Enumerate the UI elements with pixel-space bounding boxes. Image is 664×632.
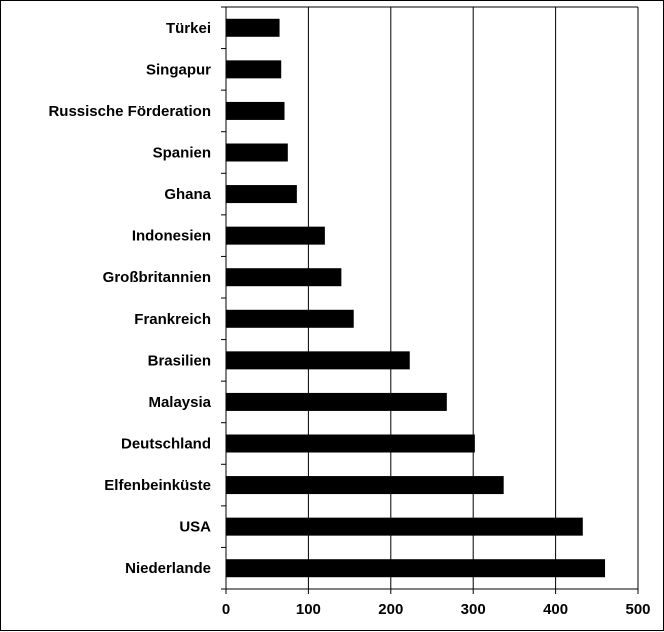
x-tick-label: 200 xyxy=(378,601,403,618)
bar xyxy=(226,392,447,411)
category-label: USA xyxy=(179,519,211,536)
category-label: Großbritannien xyxy=(103,269,211,286)
bar xyxy=(226,226,325,245)
category-label: Russische Förderation xyxy=(48,103,211,120)
category-label: Ghana xyxy=(164,186,211,203)
category-label: Malaysia xyxy=(148,394,211,411)
x-tick-label: 500 xyxy=(625,601,650,618)
category-label: Indonesien xyxy=(132,228,211,245)
bar xyxy=(226,143,288,162)
bar xyxy=(226,476,504,495)
category-label: Singapur xyxy=(146,61,211,78)
bar xyxy=(226,185,297,204)
bar xyxy=(226,559,606,578)
bar xyxy=(226,309,354,328)
bar xyxy=(226,268,342,287)
x-tick-label: 300 xyxy=(461,601,486,618)
bar xyxy=(226,18,280,37)
category-label: Spanien xyxy=(153,145,211,162)
x-tick-label: 0 xyxy=(222,601,230,618)
bar xyxy=(226,351,410,370)
bar xyxy=(226,101,285,120)
category-label: Niederlande xyxy=(125,560,211,577)
category-label: Deutschland xyxy=(121,436,211,453)
category-label: Elfenbeinküste xyxy=(104,477,211,494)
category-label: Brasilien xyxy=(148,352,211,369)
x-tick-label: 400 xyxy=(543,601,568,618)
x-tick-label: 100 xyxy=(296,601,321,618)
bar xyxy=(226,517,583,536)
category-label: Frankreich xyxy=(134,311,211,328)
category-label: Türkei xyxy=(166,20,211,37)
bar xyxy=(226,60,282,79)
bar xyxy=(226,434,475,453)
